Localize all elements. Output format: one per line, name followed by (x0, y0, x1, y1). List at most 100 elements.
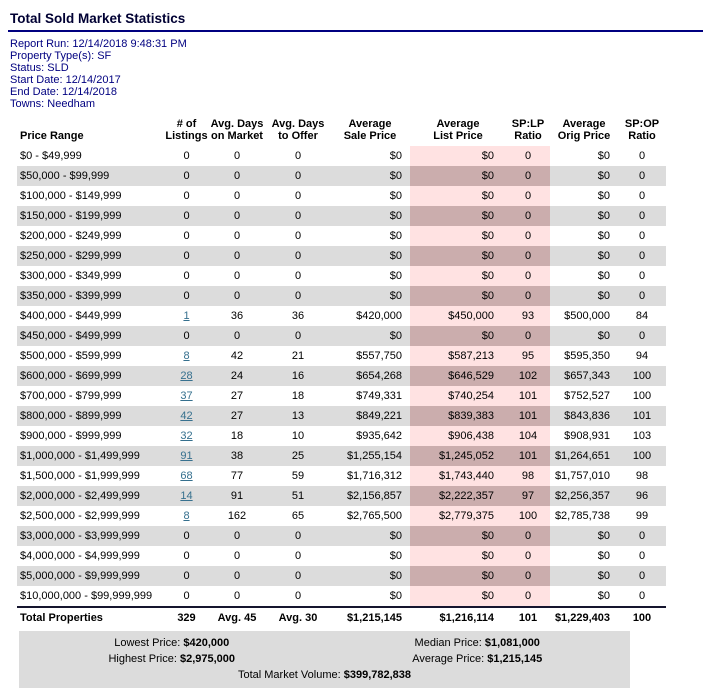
avg-orig-price-cell: $657,343 (564, 370, 610, 382)
avg-sale-price-cell: $935,642 (356, 430, 402, 442)
avg-sale-price-cell: $749,331 (356, 390, 402, 402)
listings-count: 0 (183, 590, 190, 602)
avg-list-price-cell: $839,383 (410, 406, 506, 426)
meta-towns: Towns: Needham (10, 98, 95, 110)
table-row: $2,500,000 - $2,999,999 8 162 65 $2,765,… (17, 506, 666, 526)
avg-sale-price-cell: $420,000 (356, 310, 402, 322)
spop-ratio-cell: 0 (638, 330, 646, 342)
avg-sale-price-cell: $0 (389, 230, 402, 242)
median-price-label: Median Price: (414, 637, 482, 649)
report-meta: Report Run: 12/14/2018 9:48:31 PM Proper… (10, 38, 710, 110)
summary-box: Lowest Price: $420,000 Median Price: $1,… (19, 631, 630, 688)
price-range-cell: $400,000 - $449,999 (20, 310, 122, 322)
price-range-cell: $300,000 - $349,999 (20, 270, 122, 282)
meta-start-date: Start Date: 12/14/2017 (10, 74, 121, 86)
price-range-cell: $2,500,000 - $2,999,999 (20, 510, 140, 522)
price-range-cell: $1,000,000 - $1,499,999 (20, 450, 140, 462)
lowest-price-value: $420,000 (183, 637, 230, 649)
avg-orig-price-cell: $500,000 (564, 310, 610, 322)
price-range-cell: $500,000 - $599,999 (20, 350, 122, 362)
spop-ratio-cell: 84 (635, 310, 649, 322)
avg-sale-price-cell: $0 (389, 190, 402, 202)
listings-count-link[interactable]: 68 (180, 470, 193, 482)
days-on-market-cell: 0 (233, 530, 241, 542)
listings-count-link[interactable]: 1 (183, 310, 190, 322)
table-row: $5,000,000 - $9,999,999 0 0 0 $0 $0 0 $0… (17, 566, 666, 586)
avg-orig-price-cell: $0 (597, 250, 610, 262)
listings-count-link[interactable]: 91 (180, 450, 193, 462)
splp-ratio-cell: 0 (506, 526, 550, 546)
days-on-market-cell: 24 (230, 370, 244, 382)
listings-count-link[interactable]: 8 (183, 350, 190, 362)
table-header-row: Price Range # of Listings Avg. Days on Mar… (17, 118, 666, 146)
highest-price-value: $2,975,000 (179, 653, 236, 665)
price-range-cell: $10,000,000 - $99,999,999 (20, 590, 153, 602)
price-range-cell: $2,000,000 - $2,499,999 (20, 490, 140, 502)
days-to-offer-cell: 0 (294, 290, 302, 302)
avg-sale-price-cell: $0 (389, 590, 402, 602)
avg-sale-price-cell: $0 (389, 150, 402, 162)
avg-sale-price-cell: $0 (389, 570, 402, 582)
days-on-market-cell: 0 (233, 190, 241, 202)
avg-list-price-cell: $0 (410, 566, 506, 586)
listings-count-link[interactable]: 32 (180, 430, 193, 442)
table-row: $10,000,000 - $99,999,999 0 0 0 $0 $0 0 … (17, 586, 666, 607)
page-title: Total Sold Market Statistics (10, 11, 186, 26)
splp-ratio-cell: 101 (506, 386, 550, 406)
splp-ratio-cell: 0 (506, 166, 550, 186)
price-range-cell: $900,000 - $999,999 (20, 430, 122, 442)
avg-orig-price-cell: $0 (597, 150, 610, 162)
table-row: $1,500,000 - $1,999,999 68 77 59 $1,716,… (17, 466, 666, 486)
avg-list-price-cell: $0 (410, 146, 506, 166)
total-avg-days-on-market: Avg. 45 (208, 606, 266, 628)
spop-ratio-cell: 100 (632, 370, 652, 382)
avg-list-price-cell: $0 (410, 586, 506, 607)
listings-count: 0 (183, 550, 190, 562)
listings-count-link[interactable]: 8 (183, 510, 190, 522)
price-range-cell: $3,000,000 - $3,999,999 (20, 530, 140, 542)
avg-list-price-cell: $0 (410, 226, 506, 246)
meta-report-run: Report Run: 12/14/2018 9:48:31 PM (10, 38, 187, 50)
average-price-value: $1,215,145 (487, 653, 543, 665)
days-on-market-cell: 77 (230, 470, 244, 482)
spop-ratio-cell: 99 (635, 510, 649, 522)
table-row: $350,000 - $399,999 0 0 0 $0 $0 0 $0 0 (17, 286, 666, 306)
days-to-offer-cell: 0 (294, 210, 302, 222)
days-on-market-cell: 0 (233, 550, 241, 562)
splp-ratio-cell: 0 (506, 146, 550, 166)
days-on-market-cell: 0 (233, 150, 241, 162)
listings-count-link[interactable]: 37 (180, 390, 193, 402)
avg-sale-price-cell: $654,268 (356, 370, 402, 382)
splp-ratio-cell: 93 (506, 306, 550, 326)
splp-ratio-cell: 0 (506, 186, 550, 206)
total-splp-ratio: 101 (506, 606, 550, 628)
col-header-avg-days-to-offer: Avg. Days to Offer (271, 118, 325, 142)
avg-list-price-cell: $0 (410, 206, 506, 226)
avg-orig-price-cell: $1,264,651 (554, 450, 610, 462)
listings-count-link[interactable]: 42 (180, 410, 193, 422)
days-on-market-cell: 0 (233, 250, 241, 262)
table-row: $900,000 - $999,999 32 18 10 $935,642 $9… (17, 426, 666, 446)
average-price-label: Average Price: (412, 653, 485, 665)
avg-list-price-cell: $0 (410, 246, 506, 266)
avg-list-price-cell: $2,779,375 (410, 506, 506, 526)
table-row: $3,000,000 - $3,999,999 0 0 0 $0 $0 0 $0… (17, 526, 666, 546)
spop-ratio-cell: 0 (638, 270, 646, 282)
days-on-market-cell: 36 (230, 310, 244, 322)
total-label: Total Properties (17, 606, 165, 628)
table-row: $200,000 - $249,999 0 0 0 $0 $0 0 $0 0 (17, 226, 666, 246)
avg-orig-price-cell: $0 (597, 590, 610, 602)
listings-count-link[interactable]: 14 (180, 490, 193, 502)
spop-ratio-cell: 0 (638, 570, 646, 582)
days-to-offer-cell: 0 (294, 590, 302, 602)
splp-ratio-cell: 0 (506, 586, 550, 607)
avg-orig-price-cell: $908,931 (564, 430, 610, 442)
market-statistics-table: Price Range # of Listings Avg. Days on Mar… (17, 118, 666, 628)
splp-ratio-cell: 0 (506, 326, 550, 346)
highest-price-stat: Highest Price: $2,975,000 (19, 651, 325, 667)
spop-ratio-cell: 0 (638, 530, 646, 542)
days-to-offer-cell: 13 (291, 410, 305, 422)
avg-sale-price-cell: $0 (389, 250, 402, 262)
avg-sale-price-cell: $0 (389, 530, 402, 542)
listings-count-link[interactable]: 28 (180, 370, 193, 382)
